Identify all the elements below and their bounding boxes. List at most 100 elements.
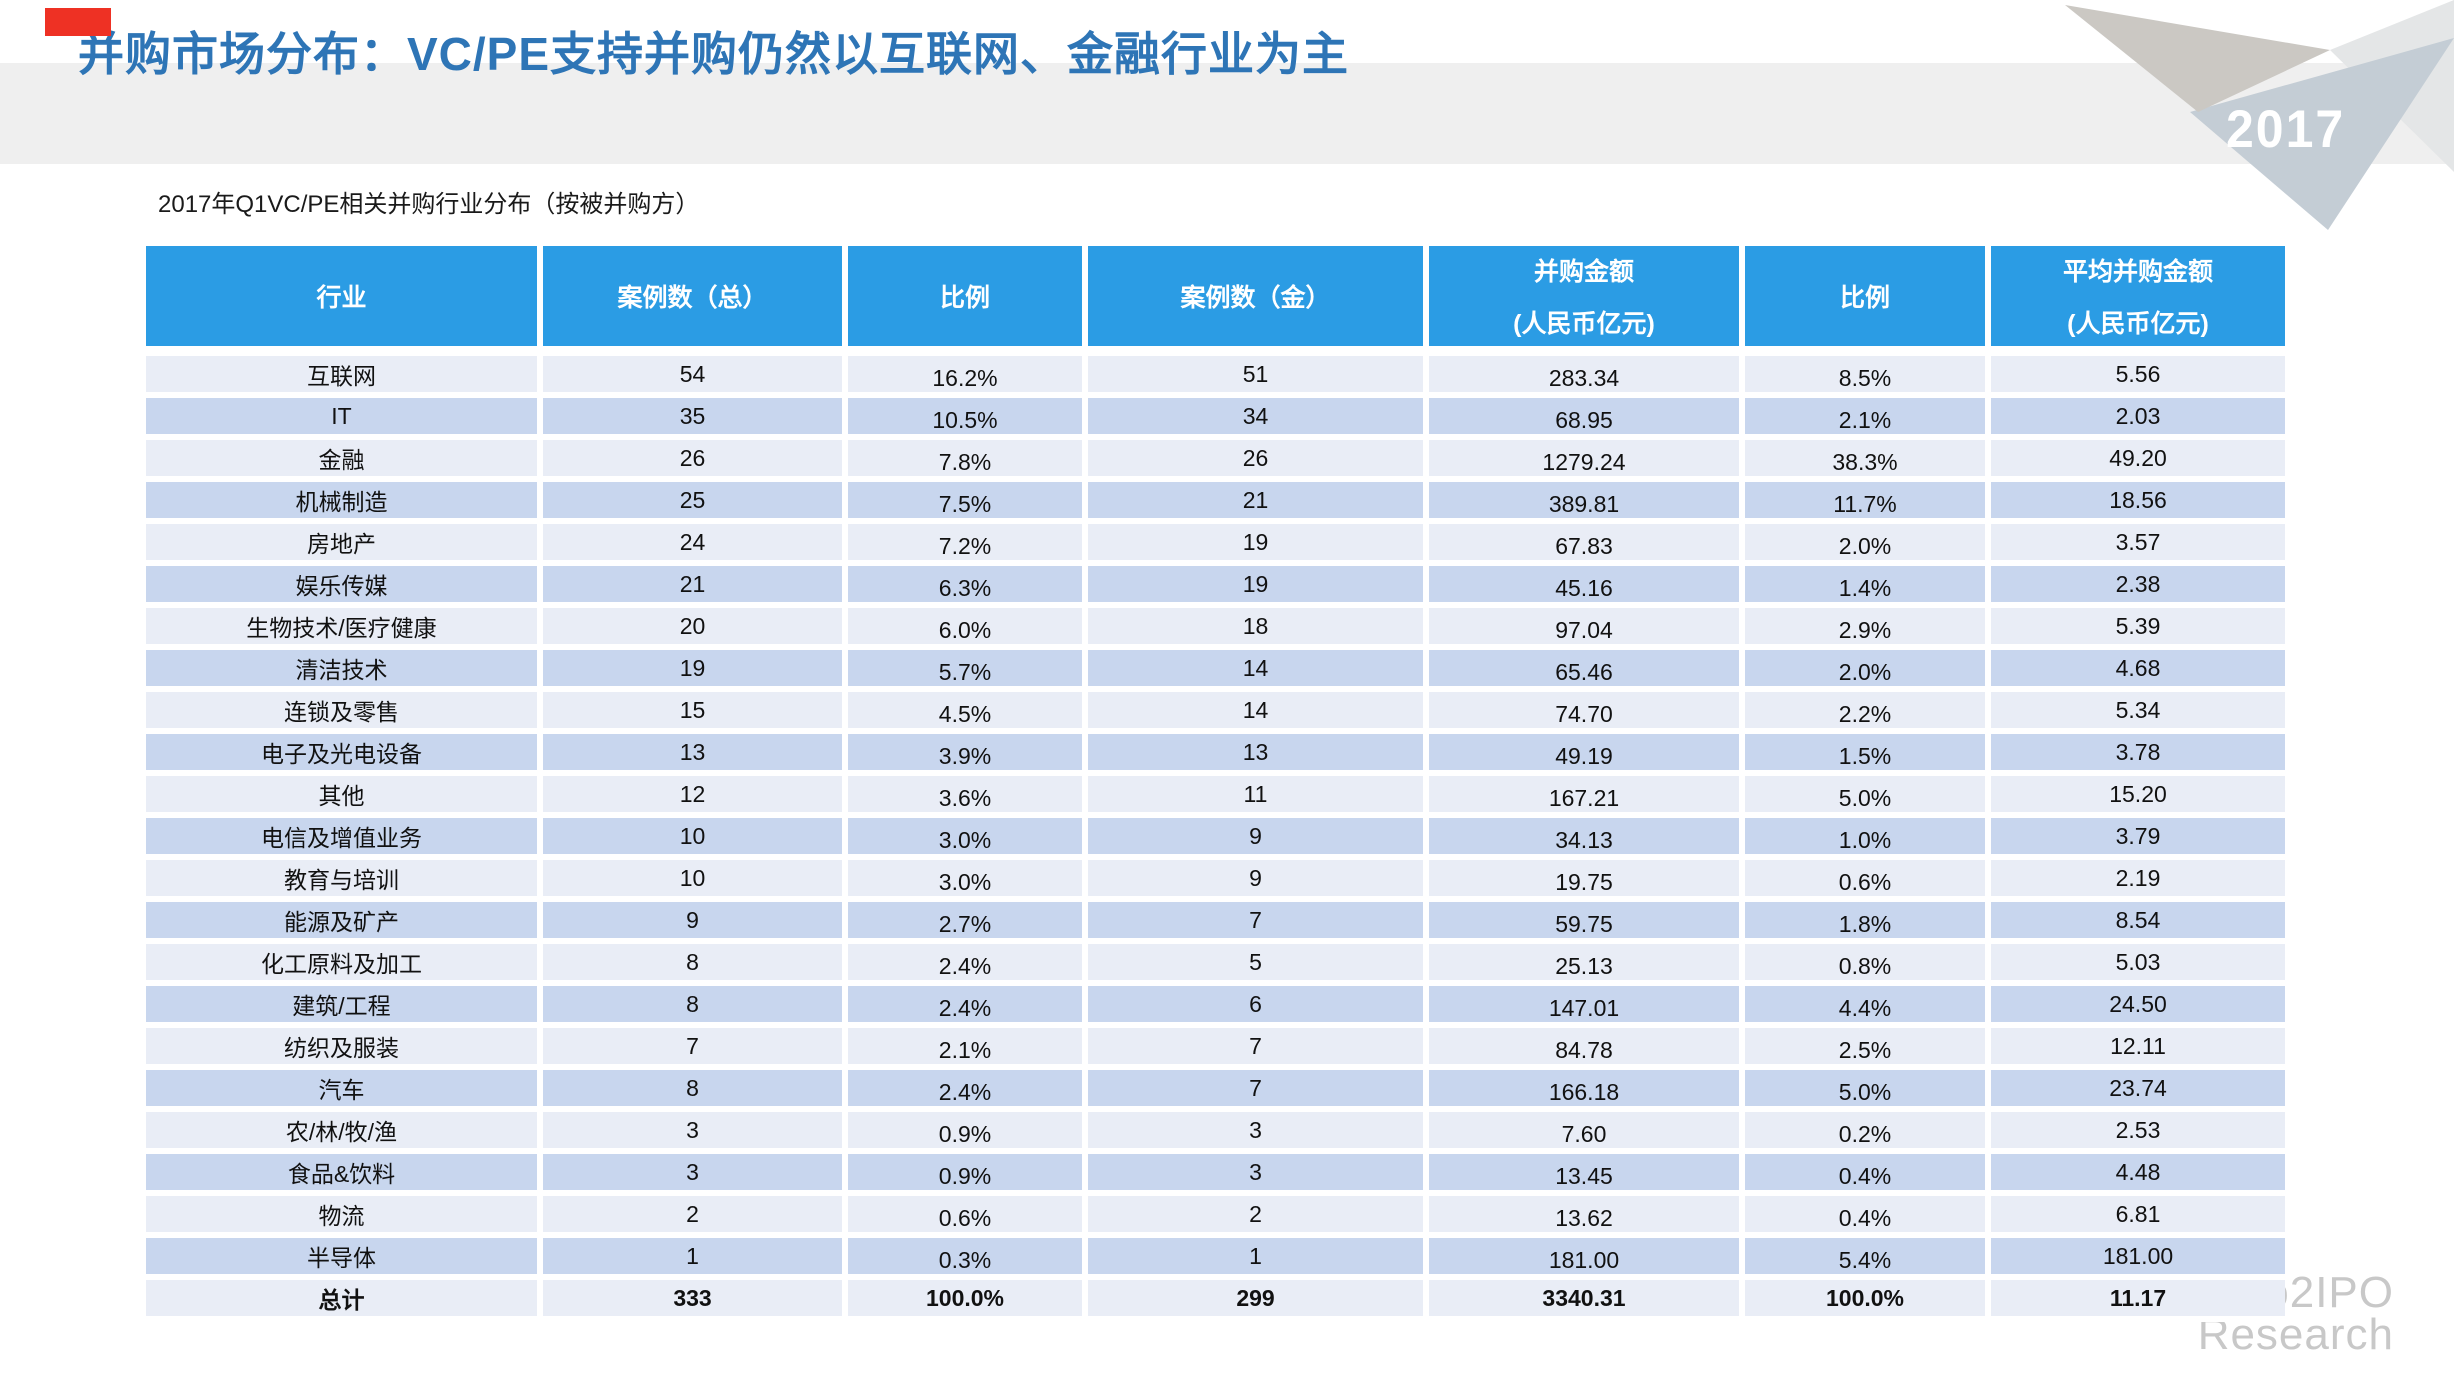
value-cell: 18: [1088, 608, 1423, 644]
value-cell: 8: [543, 986, 842, 1022]
value-cell: 2.19: [1991, 860, 2285, 896]
value-cell: 4.68: [1991, 650, 2285, 686]
value-cell: 5: [1088, 944, 1423, 980]
industry-cell: 机械制造: [146, 482, 537, 518]
value-cell: 7: [543, 1028, 842, 1064]
year-badge: 2017: [2050, 0, 2454, 235]
value-cell: 9: [1088, 860, 1423, 896]
industry-cell: 连锁及零售: [146, 692, 537, 728]
value-cell: 0.2%: [1745, 1112, 1985, 1148]
value-cell: 3: [543, 1112, 842, 1148]
value-cell: 34.13: [1429, 818, 1739, 854]
value-cell: 26: [1088, 440, 1423, 476]
value-cell: 0.9%: [848, 1112, 1082, 1148]
value-cell: 100.0%: [848, 1280, 1082, 1316]
value-cell: 15.20: [1991, 776, 2285, 812]
value-cell: 389.81: [1429, 482, 1739, 518]
industry-cell: 半导体: [146, 1238, 537, 1274]
value-cell: 7.8%: [848, 440, 1082, 476]
value-cell: 19.75: [1429, 860, 1739, 896]
value-cell: 181.00: [1429, 1238, 1739, 1274]
value-cell: 167.21: [1429, 776, 1739, 812]
value-cell: 2.1%: [848, 1028, 1082, 1064]
value-cell: 2.0%: [1745, 524, 1985, 560]
value-cell: 0.3%: [848, 1238, 1082, 1274]
table-row: 半导体 1 0.3% 1 181.00 5.4% 181.00: [146, 1238, 2285, 1274]
value-cell: 5.03: [1991, 944, 2285, 980]
table-row: 电子及光电设备 13 3.9% 13 49.19 1.5% 3.78: [146, 734, 2285, 770]
value-cell: 68.95: [1429, 398, 1739, 434]
industry-cell: 化工原料及加工: [146, 944, 537, 980]
value-cell: 3340.31: [1429, 1280, 1739, 1316]
column-header: 行业: [146, 246, 537, 346]
industry-cell: 房地产: [146, 524, 537, 560]
value-cell: 24.50: [1991, 986, 2285, 1022]
column-header: 案例数（总）: [543, 246, 842, 346]
value-cell: 24: [543, 524, 842, 560]
value-cell: 13.62: [1429, 1196, 1739, 1232]
column-header: 比例: [848, 246, 1082, 346]
value-cell: 7.60: [1429, 1112, 1739, 1148]
value-cell: 15: [543, 692, 842, 728]
industry-cell: 农/林/牧/渔: [146, 1112, 537, 1148]
page-title: 并购市场分布：VC/PE支持并购仍然以互联网、金融行业为主: [78, 28, 1350, 80]
industry-cell: 教育与培训: [146, 860, 537, 896]
value-cell: 10: [543, 860, 842, 896]
table-row: IT 35 10.5% 34 68.95 2.1% 2.03: [146, 398, 2285, 434]
value-cell: 11: [1088, 776, 1423, 812]
value-cell: 5.56: [1991, 356, 2285, 392]
value-cell: 4.48: [1991, 1154, 2285, 1190]
value-cell: 1279.24: [1429, 440, 1739, 476]
value-cell: 1: [543, 1238, 842, 1274]
red-accent-bar: [45, 8, 111, 36]
value-cell: 7.2%: [848, 524, 1082, 560]
value-cell: 97.04: [1429, 608, 1739, 644]
value-cell: 7: [1088, 1070, 1423, 1106]
value-cell: 1.8%: [1745, 902, 1985, 938]
table-row-total: 总计 333 100.0% 299 3340.31 100.0% 11.17: [146, 1280, 2285, 1316]
value-cell: 67.83: [1429, 524, 1739, 560]
value-cell: 3.0%: [848, 860, 1082, 896]
value-cell: 49.20: [1991, 440, 2285, 476]
industry-cell: 汽车: [146, 1070, 537, 1106]
value-cell: 3.0%: [848, 818, 1082, 854]
value-cell: 2.4%: [848, 986, 1082, 1022]
industry-cell: 建筑/工程: [146, 986, 537, 1022]
industry-cell: 总计: [146, 1280, 537, 1316]
value-cell: 51: [1088, 356, 1423, 392]
industry-table: 行业 案例数（总） 比例 案例数（金） 并购金额 (人民币亿元) 比例 平均并购金额 (人民币亿…: [146, 246, 2285, 1322]
value-cell: 65.46: [1429, 650, 1739, 686]
table-row: 清洁技术 19 5.7% 14 65.46 2.0% 4.68: [146, 650, 2285, 686]
table-row: 建筑/工程 8 2.4% 6 147.01 4.4% 24.50: [146, 986, 2285, 1022]
value-cell: 9: [1088, 818, 1423, 854]
value-cell: 25: [543, 482, 842, 518]
column-header: 平均并购金额 (人民币亿元): [1991, 246, 2285, 346]
value-cell: 14: [1088, 650, 1423, 686]
table-header-row: 行业 案例数（总） 比例 案例数（金） 并购金额 (人民币亿元) 比例 平均并购金额 (人民币亿…: [146, 246, 2285, 346]
value-cell: 3.9%: [848, 734, 1082, 770]
table-row: 纺织及服装 7 2.1% 7 84.78 2.5% 12.11: [146, 1028, 2285, 1064]
value-cell: 7: [1088, 1028, 1423, 1064]
value-cell: 23.74: [1991, 1070, 2285, 1106]
value-cell: 3.78: [1991, 734, 2285, 770]
value-cell: 6: [1088, 986, 1423, 1022]
value-cell: 16.2%: [848, 356, 1082, 392]
value-cell: 4.5%: [848, 692, 1082, 728]
value-cell: 2.1%: [1745, 398, 1985, 434]
value-cell: 54: [543, 356, 842, 392]
value-cell: 11.7%: [1745, 482, 1985, 518]
table-row: 互联网 54 16.2% 51 283.34 8.5% 5.56: [146, 356, 2285, 392]
industry-cell: 电子及光电设备: [146, 734, 537, 770]
value-cell: 6.81: [1991, 1196, 2285, 1232]
value-cell: 20: [543, 608, 842, 644]
value-cell: 19: [1088, 566, 1423, 602]
title-band: [0, 63, 2454, 164]
industry-cell: 食品&饮料: [146, 1154, 537, 1190]
value-cell: 147.01: [1429, 986, 1739, 1022]
value-cell: 1.5%: [1745, 734, 1985, 770]
value-cell: 5.39: [1991, 608, 2285, 644]
value-cell: 74.70: [1429, 692, 1739, 728]
value-cell: 11.17: [1991, 1280, 2285, 1316]
table-row: 电信及增值业务 10 3.0% 9 34.13 1.0% 3.79: [146, 818, 2285, 854]
value-cell: 19: [543, 650, 842, 686]
